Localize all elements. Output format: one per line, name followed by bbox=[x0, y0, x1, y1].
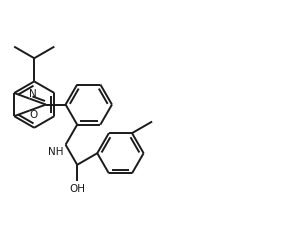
Text: OH: OH bbox=[69, 184, 85, 194]
Text: N: N bbox=[29, 89, 37, 99]
Text: O: O bbox=[30, 110, 38, 120]
Text: NH: NH bbox=[48, 147, 63, 157]
